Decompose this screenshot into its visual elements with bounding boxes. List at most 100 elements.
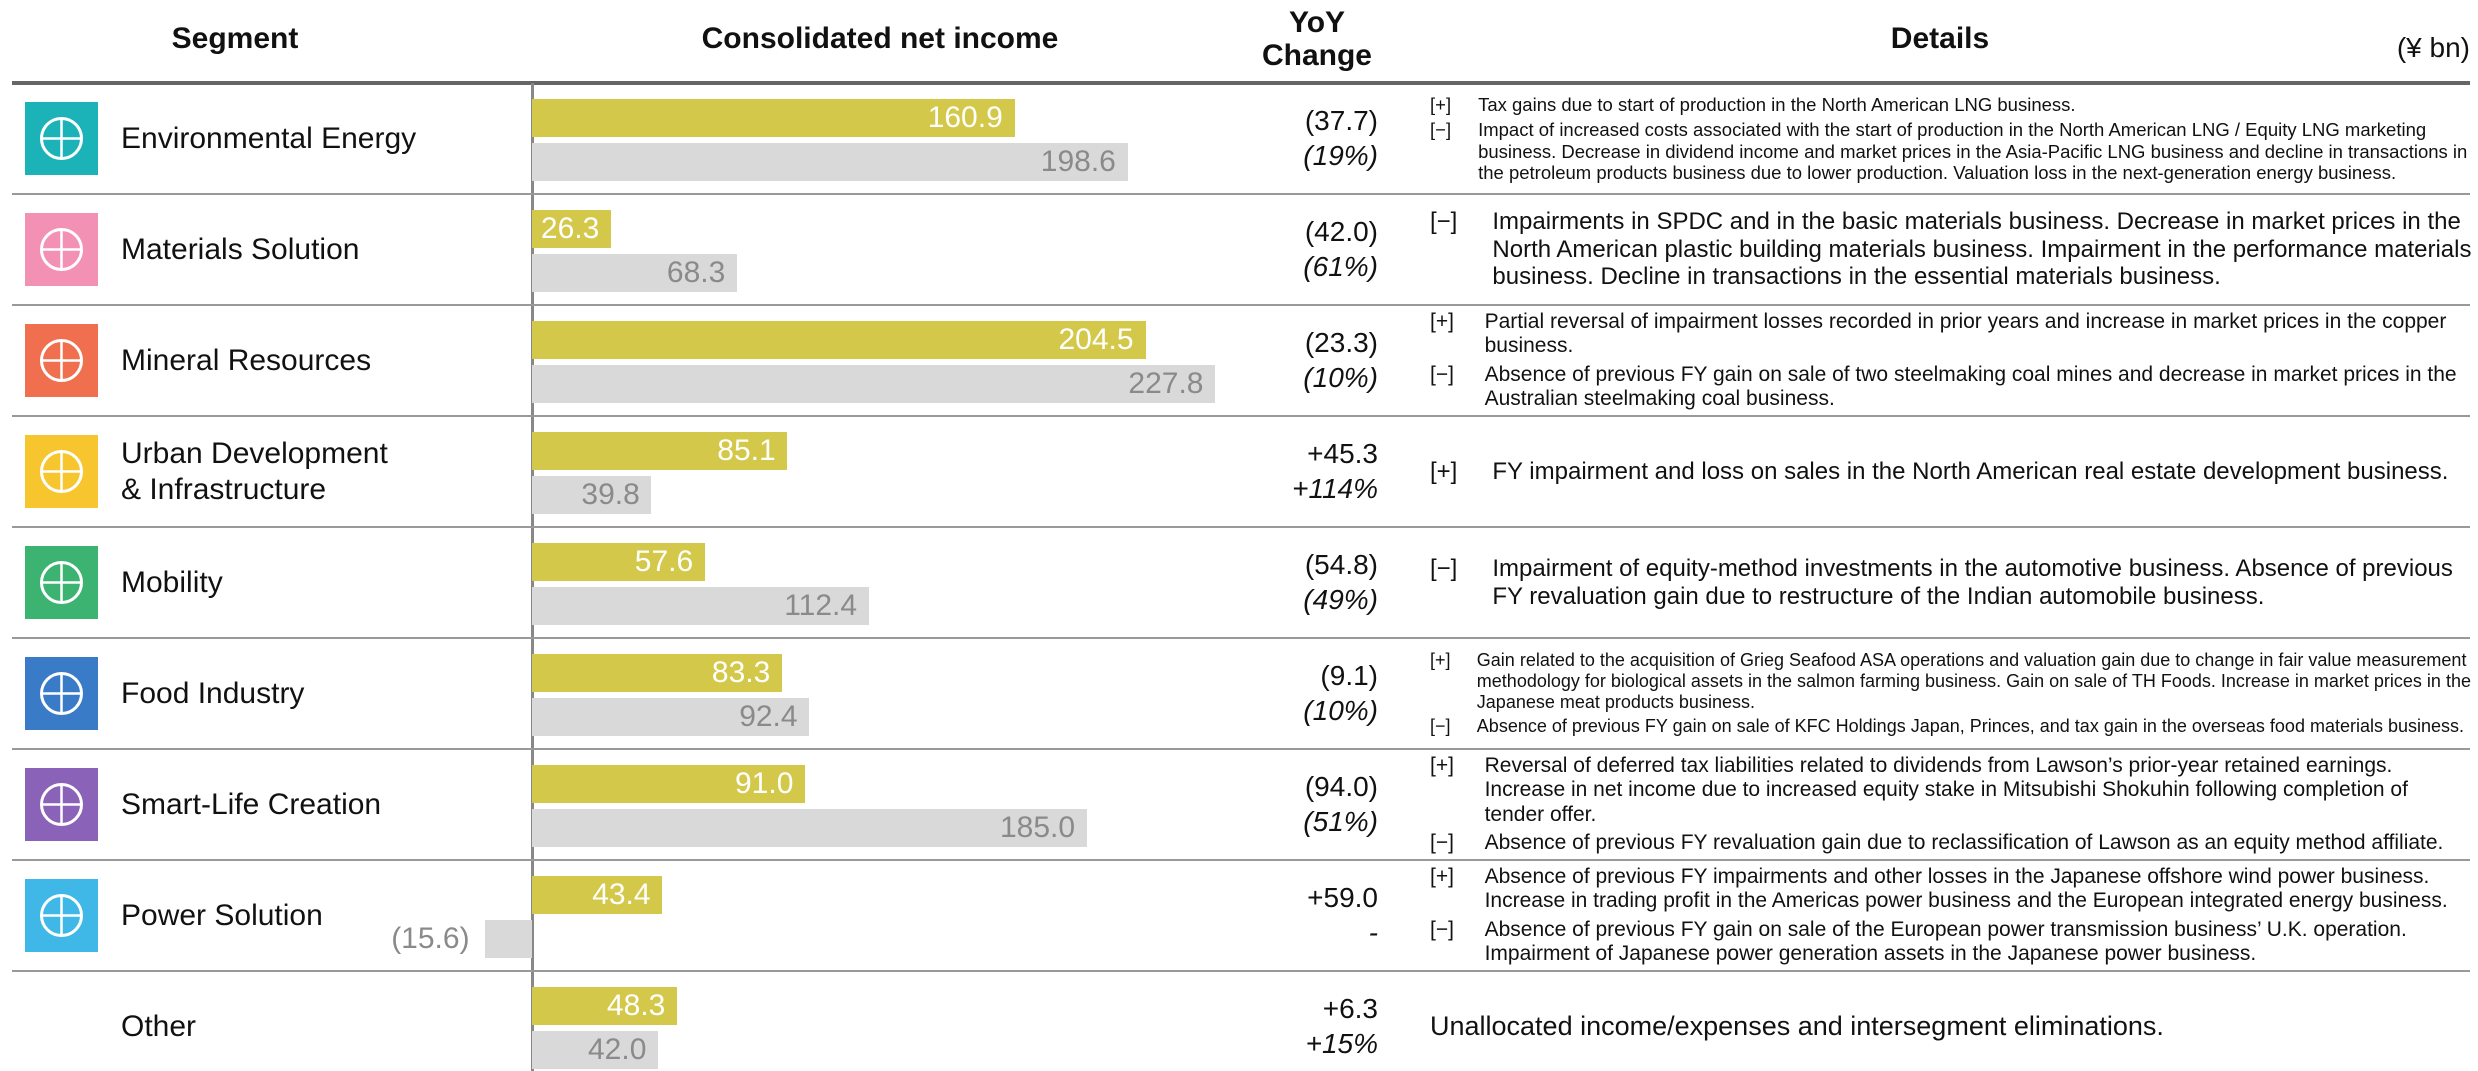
yoy-percent: (10%) — [1303, 362, 1378, 393]
detail-sign: [−] — [1430, 362, 1454, 386]
bar — [532, 365, 1216, 403]
icon-glyph — [40, 228, 83, 271]
detail-text: Partial reversal of impairment losses re… — [1484, 310, 2447, 358]
bar-label: 39.8 — [581, 478, 640, 511]
detail-text: Impairments in SPDC and in the basic mat… — [1492, 208, 2472, 291]
icon-glyph — [40, 450, 83, 493]
detail-item: [+] Partial reversal of impairment losses… — [1430, 310, 2472, 358]
row-rule — [12, 415, 2470, 417]
detail-sign: [−] — [1430, 119, 1452, 141]
detail-sign: [−] — [1430, 716, 1451, 737]
bar — [532, 654, 782, 692]
header-segment: Segment — [171, 22, 299, 55]
detail-item: [−] Impairment of equity-method investmen… — [1430, 555, 2472, 610]
yoy-value: +45.3 — [1307, 438, 1378, 469]
bar-label: 160.9 — [927, 101, 1003, 134]
detail-item: [−] Impact of increased costs associated … — [1430, 119, 2472, 183]
icon-glyph — [40, 561, 83, 604]
bar — [532, 476, 652, 514]
details: [+] Partial reversal of impairment losses… — [1430, 309, 2472, 412]
yoy-value: (23.3) — [1304, 327, 1378, 358]
bar — [532, 876, 663, 914]
detail-sign: [+] — [1430, 310, 1454, 334]
icon-glyph — [40, 339, 83, 382]
yoy-value: (94.0) — [1304, 771, 1378, 802]
icon-glyph — [40, 117, 83, 160]
segment-icon — [25, 213, 98, 286]
detail-item: [+] FY impairment and loss on sales in th… — [1430, 458, 2472, 486]
detail-text: Absence of previous FY gain on sale of t… — [1484, 917, 2407, 965]
row-rule — [12, 193, 2470, 195]
segment-name: Environmental Energy — [121, 121, 417, 155]
bar-label: 26.3 — [540, 212, 600, 245]
segment-icon — [25, 324, 98, 397]
bar — [532, 432, 788, 470]
row-rule — [12, 526, 2470, 528]
row-rule — [12, 859, 2470, 861]
bar — [532, 987, 677, 1025]
detail-text: FY impairment and loss on sales in the N… — [1492, 457, 2449, 485]
icon-glyph — [40, 783, 83, 826]
segment-icon — [25, 435, 98, 508]
detail-text: Impairment of equity-method investments … — [1492, 554, 2453, 610]
header-yoy: YoY Change — [1261, 6, 1372, 72]
bar-label: 42.0 — [588, 1033, 647, 1066]
yoy-value: (37.7) — [1304, 105, 1378, 136]
icon-glyph — [40, 672, 83, 715]
details: [+] FY impairment and loss on sales in th… — [1430, 420, 2472, 523]
detail-item: [+] Reversal of deferred tax liabilities … — [1430, 754, 2472, 826]
bar-label: 83.3 — [711, 656, 771, 689]
segment-icon — [25, 102, 98, 175]
icon-glyph — [40, 894, 83, 937]
segment-icon — [25, 546, 98, 619]
bar-label: 48.3 — [606, 989, 666, 1022]
yoy-percent: (51%) — [1303, 806, 1378, 837]
bar — [532, 543, 705, 581]
header-income: Consolidated net income — [701, 22, 1059, 55]
unit-label: (¥ bn) — [2396, 32, 2470, 63]
bar — [485, 920, 532, 958]
details: [+] Absence of previous FY impairments an… — [1430, 864, 2472, 967]
bar — [532, 809, 1087, 847]
detail-text: Absence of previous FY impairments and o… — [1484, 865, 2448, 913]
row-rule — [12, 970, 2470, 972]
detail-sign: [+] — [1430, 93, 1452, 115]
bar-label: 204.5 — [1058, 323, 1134, 356]
details: [+] Tax gains due to start of production … — [1430, 87, 2472, 190]
detail-item: [−] Absence of previous FY revaluation ga… — [1430, 831, 2472, 855]
detail-sign: [+] — [1430, 650, 1451, 671]
segment-icon — [25, 879, 98, 952]
detail-text: Absence of previous FY gain on sale of K… — [1476, 716, 2465, 737]
bar-label: 43.4 — [592, 878, 651, 911]
bar — [532, 143, 1128, 181]
yoy-percent: +15% — [1305, 1028, 1378, 1059]
bar-label: 227.8 — [1128, 367, 1204, 400]
detail-text: Tax gains due to start of production in … — [1478, 93, 2076, 115]
segment-name: Mineral Resources — [121, 343, 372, 377]
detail-item: Unallocated income/expenses and interseg… — [1430, 1011, 2472, 1042]
bar-label: 57.6 — [634, 545, 694, 578]
detail-text: Absence of previous FY revaluation gain … — [1484, 830, 2444, 854]
detail-sign: [+] — [1430, 865, 1454, 889]
detail-item: [−] Absence of previous FY gain on sale o… — [1430, 363, 2472, 411]
details: Unallocated income/expenses and interseg… — [1430, 975, 2472, 1071]
bar-label: 91.0 — [735, 767, 794, 800]
detail-sign: [−] — [1430, 830, 1454, 854]
bar — [532, 210, 611, 248]
yoy-value: (54.8) — [1304, 549, 1378, 580]
yoy-value: +59.0 — [1307, 882, 1378, 913]
yoy-value: (42.0) — [1304, 216, 1378, 247]
yoy-percent: (10%) — [1303, 695, 1378, 726]
detail-text: Impact of increased costs associated wit… — [1478, 119, 2468, 183]
detail-sign: [+] — [1430, 754, 1454, 778]
header-rule — [12, 81, 2470, 85]
segment-name: Power Solution — [121, 898, 323, 932]
detail-item: [+] Tax gains due to start of production … — [1430, 94, 2472, 115]
segment-name: Urban Development & Infrastructure — [121, 436, 388, 506]
bar — [532, 99, 1015, 137]
segment-name: Food Industry — [121, 676, 305, 710]
detail-item: [−] Impairments in SPDC and in the basic … — [1430, 208, 2472, 291]
bar-label: 92.4 — [739, 700, 798, 733]
yoy-percent: (19%) — [1303, 140, 1378, 171]
detail-sign: [+] — [1430, 457, 1458, 485]
